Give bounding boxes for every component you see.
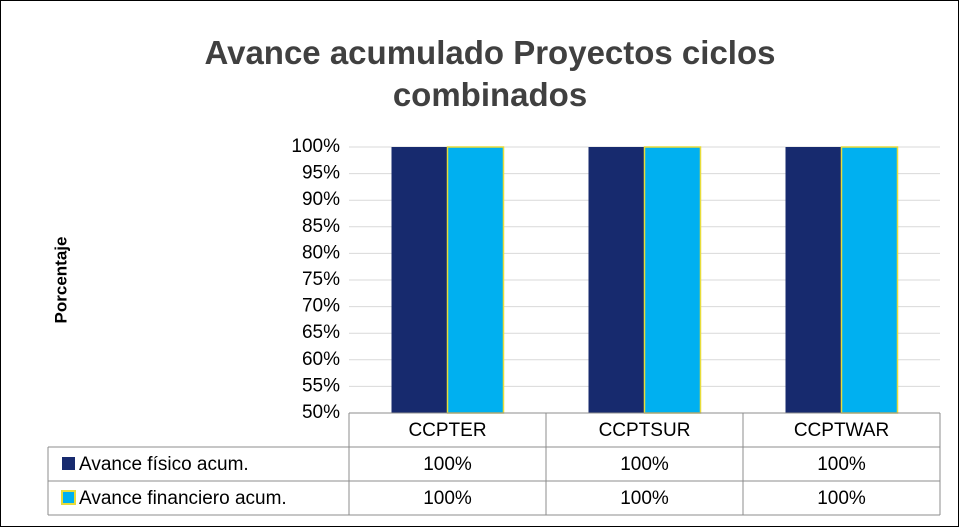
- bar: [446, 146, 505, 414]
- data-label: 100%: [423, 488, 472, 509]
- bar: [840, 146, 899, 414]
- chart-title-line: combinados: [393, 76, 587, 113]
- data-label: 100%: [817, 454, 866, 475]
- y-tick-label: 85%: [302, 216, 340, 237]
- chart-title-line: Avance acumulado Proyectos ciclos: [204, 34, 775, 71]
- legend-key: [61, 490, 76, 505]
- y-tick-label: 70%: [302, 296, 340, 317]
- y-tick-label: 95%: [302, 163, 340, 184]
- y-tick-label: 100%: [291, 136, 340, 157]
- legend-key: [62, 457, 75, 470]
- y-axis-label: Porcentaje: [51, 237, 70, 324]
- bar: [588, 147, 645, 413]
- y-tick-label: 65%: [302, 322, 340, 343]
- y-tick-label: 75%: [302, 269, 340, 290]
- x-tick-label: CCPTWAR: [794, 420, 889, 441]
- x-tick-label: CCPTSUR: [599, 420, 691, 441]
- bar: [643, 146, 702, 414]
- x-tick-label: CCPTER: [408, 420, 486, 441]
- data-label: 100%: [423, 454, 472, 475]
- y-tick-label: 80%: [302, 242, 340, 263]
- data-label: 100%: [817, 488, 866, 509]
- y-tick-label: 55%: [302, 375, 340, 396]
- bar: [391, 147, 448, 413]
- data-label: 100%: [620, 488, 669, 509]
- data-label: 100%: [620, 454, 669, 475]
- legend-label: Avance financiero acum.: [79, 488, 287, 509]
- legend-label: Avance físico acum.: [79, 454, 249, 475]
- chart-title: Avance acumulado Proyectos ciclos combina…: [204, 34, 775, 113]
- y-tick-label: 50%: [302, 402, 340, 423]
- bar: [785, 147, 842, 413]
- y-tick-label: 90%: [302, 189, 340, 210]
- y-tick-label: 60%: [302, 349, 340, 370]
